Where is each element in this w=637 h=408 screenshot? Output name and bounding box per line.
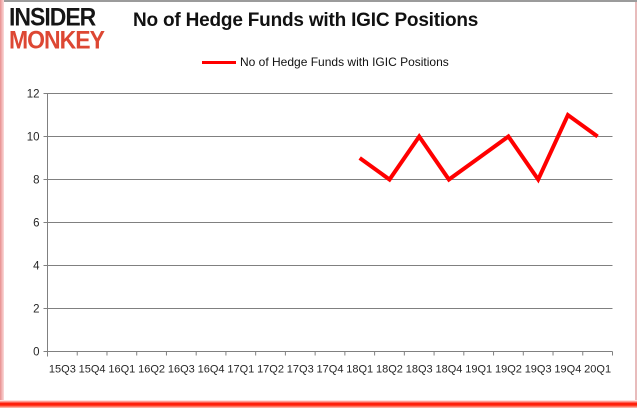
- x-tick-label: 19Q4: [554, 364, 581, 376]
- legend-line-swatch: [202, 60, 236, 64]
- x-tick-label: 19Q1: [465, 364, 492, 376]
- x-tick-label: 15Q4: [79, 364, 106, 376]
- x-tick-label: 17Q3: [287, 364, 314, 376]
- x-tick-label: 16Q2: [138, 364, 165, 376]
- insider-monkey-logo: INSIDER MONKEY: [9, 2, 105, 54]
- x-tick-label: 20Q1: [584, 364, 611, 376]
- x-tick-label: 18Q4: [435, 364, 462, 376]
- x-tick-label: 17Q2: [257, 364, 284, 376]
- frame-bottom-border: [0, 400, 637, 408]
- legend-label: No of Hedge Funds with IGIC Positions: [240, 55, 449, 69]
- x-tick-label: 16Q1: [108, 364, 135, 376]
- legend: No of Hedge Funds with IGIC Positions: [202, 55, 449, 69]
- x-tick-label: 18Q3: [406, 364, 433, 376]
- frame-top-border: [0, 0, 637, 2]
- x-tick-label: 18Q1: [346, 364, 373, 376]
- x-tick-label: 15Q3: [49, 364, 76, 376]
- x-tick-label: 17Q4: [317, 364, 344, 376]
- y-tick-label: 6: [33, 218, 39, 230]
- x-tick-label: 16Q4: [198, 364, 225, 376]
- y-tick-label: 4: [33, 261, 40, 273]
- frame-left-border: [0, 0, 4, 408]
- chart-title: No of Hedge Funds with IGIC Positions: [133, 10, 479, 31]
- data-line-series: [358, 111, 599, 184]
- logo-insider-text: INSIDER: [9, 2, 96, 31]
- x-tick-label: 19Q2: [495, 364, 522, 376]
- x-tick-label: 18Q2: [376, 364, 403, 376]
- y-tick-label: 10: [27, 132, 40, 144]
- x-tick-label: 16Q3: [168, 364, 195, 376]
- x-tick-label: 19Q3: [525, 364, 552, 376]
- x-tick-label: 17Q1: [227, 364, 254, 376]
- y-tick-label: 0: [33, 347, 39, 359]
- logo-monkey-text: MONKEY: [9, 25, 105, 54]
- y-tick-label: 8: [33, 175, 39, 187]
- frame-right-border: [635, 2, 637, 408]
- y-tick-label: 2: [33, 304, 39, 316]
- y-tick-label: 12: [27, 89, 40, 101]
